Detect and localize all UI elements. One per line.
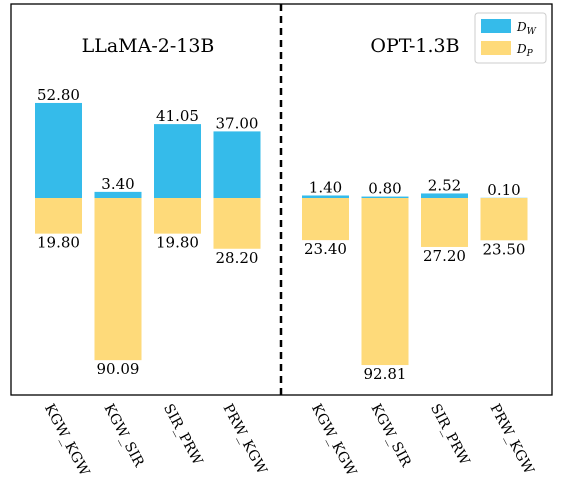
bar-dp-p0-3 — [213, 198, 261, 249]
bar-dw-p1-1 — [361, 196, 409, 198]
legend-label-0: DW — [516, 20, 537, 37]
bar-dw-p0-0 — [35, 102, 82, 198]
tick-label-p1-1: KGW_SIR — [367, 401, 414, 470]
bar-dw-p0-3 — [213, 131, 261, 198]
label-dw-p0-2: 41.05 — [156, 107, 199, 125]
bar-dp-p0-2 — [154, 198, 201, 234]
bar-dw-p1-0 — [302, 195, 349, 198]
legend-label-1: DP — [516, 42, 534, 59]
label-dw-p1-0: 1.40 — [309, 178, 342, 196]
label-dw-p1-1: 0.80 — [368, 180, 401, 198]
panel-title-0: LLaMA-2-13B — [82, 35, 215, 57]
label-dw-p0-1: 3.40 — [101, 175, 134, 193]
label-dw-p0-0: 52.80 — [37, 86, 80, 104]
label-dp-p1-2: 27.20 — [423, 247, 466, 265]
legend-swatch-0 — [481, 19, 511, 33]
bar-dw-p0-1 — [94, 191, 142, 198]
bar-dp-p1-0 — [302, 198, 349, 241]
label-dw-p1-3: 0.10 — [487, 181, 520, 199]
panel-title-1: OPT-1.3B — [370, 35, 459, 57]
tick-label-p1-2: SIR_PRW — [427, 401, 473, 468]
label-dw-p0-3: 37.00 — [216, 114, 259, 132]
bar-dp-p0-1 — [94, 198, 142, 361]
tick-label-p0-2: SIR_PRW — [160, 401, 206, 468]
bar-dp-p1-2 — [421, 198, 468, 247]
bar-dp-p1-3 — [480, 198, 528, 241]
legend-swatch-1 — [481, 41, 511, 55]
tick-label-p1-3: PRW_KGW — [486, 401, 537, 477]
bar-dw-p1-2 — [421, 193, 468, 198]
bar-dw-p0-2 — [154, 124, 201, 198]
tick-label-p0-3: PRW_KGW — [219, 401, 270, 477]
bar-dp-p0-0 — [35, 198, 82, 234]
label-dp-p1-3: 23.50 — [483, 240, 526, 258]
bar-dp-p1-1 — [361, 198, 409, 366]
label-dp-p0-1: 90.09 — [97, 360, 140, 378]
tick-label-p0-1: KGW_SIR — [100, 401, 147, 470]
label-dp-p1-1: 92.81 — [364, 365, 407, 383]
tick-label-p1-0: KGW_KGW — [308, 401, 360, 479]
label-dp-p0-3: 28.20 — [216, 249, 259, 267]
label-dp-p0-2: 19.80 — [156, 234, 199, 252]
tick-label-p0-0: KGW_KGW — [41, 401, 93, 479]
label-dp-p0-0: 19.80 — [37, 234, 80, 252]
label-dp-p1-0: 23.40 — [304, 240, 347, 258]
label-dw-p1-2: 2.52 — [428, 176, 461, 194]
